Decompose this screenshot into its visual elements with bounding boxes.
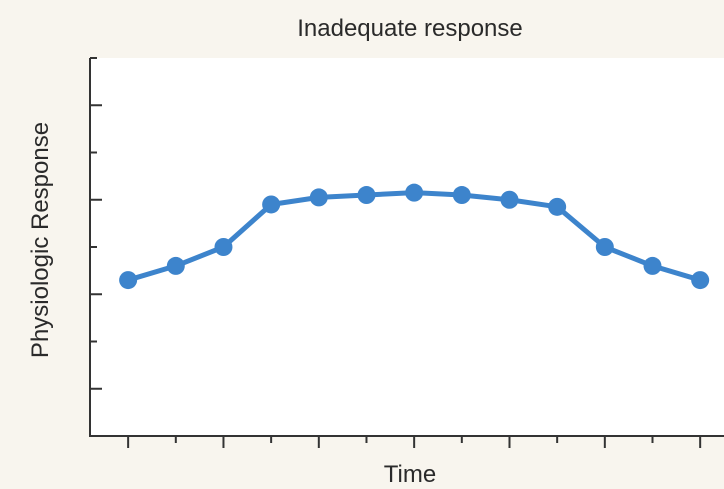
data-point	[595, 238, 614, 256]
data-point	[452, 186, 471, 205]
data-point	[166, 256, 185, 275]
plot-area	[90, 58, 724, 436]
data-point	[643, 256, 662, 275]
data-point	[405, 183, 424, 202]
data-point	[548, 197, 567, 216]
data-point	[214, 238, 233, 256]
data-point	[119, 271, 138, 290]
data-point	[500, 190, 519, 209]
y-axis-label: Physiologic Response	[27, 122, 54, 358]
data-point	[691, 271, 710, 290]
series-group	[119, 183, 710, 290]
chart-title: Inadequate response	[297, 15, 523, 42]
data-point	[309, 188, 328, 207]
data-point	[262, 195, 281, 214]
tick-group	[90, 57, 702, 448]
x-axis-label: Time	[384, 461, 436, 488]
data-point	[357, 186, 376, 205]
